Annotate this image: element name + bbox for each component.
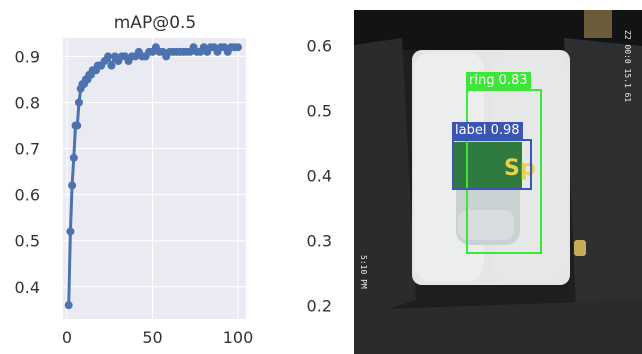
detection-image: Sp ring 0.83 label 0.98 Z2 00:0 15.1 61 …: [354, 10, 642, 354]
data-point: [107, 61, 116, 70]
ring-detection-label: ring 0.83: [466, 72, 531, 89]
right-tick-label: 0.5: [307, 102, 332, 121]
time-overlay: 5:10 PM: [359, 255, 368, 289]
data-point: [234, 43, 242, 52]
right-axis-ticks: 0.2 0.3 0.4 0.5 0.6: [307, 37, 332, 316]
right-tick-label: 0.3: [307, 231, 332, 250]
data-point: [66, 227, 75, 236]
x-tick-label: 0: [62, 328, 72, 347]
right-tick-label: 0.6: [307, 37, 332, 56]
data-point: [104, 52, 113, 61]
label-detection-label: label 0.98: [452, 122, 523, 139]
x-axis-ticks: 0 50 100: [62, 328, 253, 347]
data-point: [73, 121, 82, 130]
gridlines: [63, 38, 246, 319]
data-point: [69, 153, 78, 162]
right-foam-wall: [564, 38, 642, 330]
y-axis-ticks: 0.4 0.5 0.6 0.7 0.8 0.9: [15, 47, 40, 296]
y-tick-label: 0.7: [15, 140, 40, 159]
plot-area: [63, 38, 246, 319]
series-group: [64, 43, 242, 310]
chart-title: mAP@0.5: [114, 13, 196, 33]
timestamp-overlay: Z2 00:0 15.1 61: [623, 30, 632, 103]
y-tick-label: 0.5: [15, 232, 40, 251]
plot-background: [63, 38, 246, 319]
ring-bounding-box: [466, 89, 542, 254]
right-tick-label: 0.4: [307, 167, 332, 186]
x-tick-label: 100: [223, 328, 254, 347]
right-tick-label: 0.2: [307, 296, 332, 315]
y-tick-label: 0.8: [15, 93, 40, 112]
bottle-label: [454, 142, 522, 189]
left-foam-wall: [354, 38, 416, 320]
y-tick-label: 0.9: [15, 47, 40, 66]
data-point: [64, 301, 73, 310]
data-point: [68, 181, 77, 190]
data-point: [74, 98, 83, 107]
y-tick-label: 0.6: [15, 186, 40, 205]
x-tick-label: 50: [142, 328, 162, 347]
label-bounding-box: [452, 139, 532, 190]
y-tick-label: 0.4: [15, 278, 40, 297]
